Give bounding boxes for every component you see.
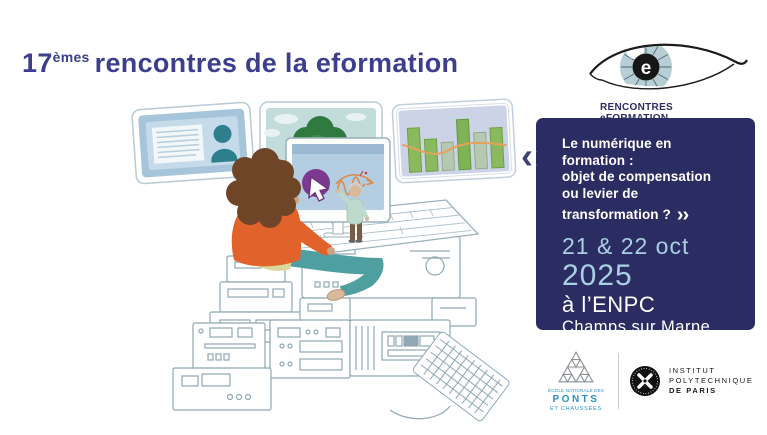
title-number: 17 bbox=[22, 48, 53, 78]
page-title: 17èmes rencontres de la eformation bbox=[22, 48, 458, 79]
event-venue: à l’ENPC bbox=[562, 291, 656, 317]
event-dates: 21 & 22 oct 2025 à l’ENPC Champs sur Mar… bbox=[536, 232, 755, 336]
event-date-year: 2025 bbox=[562, 258, 633, 292]
event-info-panel: ‹‹ Le numérique en formation : objet de … bbox=[521, 118, 755, 335]
event-date-days: 21 & 22 oct bbox=[562, 232, 690, 259]
partner-logos: ÉCOLE NATIONALE DES PONTS ET CHAUSSÉES I… bbox=[540, 344, 756, 418]
ponts-triangle-icon bbox=[558, 350, 594, 383]
title-text: rencontres de la eformation bbox=[94, 48, 459, 78]
title-ordinal: èmes bbox=[52, 49, 90, 65]
ipparis-line-1: INSTITUT bbox=[669, 366, 716, 376]
event-city: Champs sur Marne bbox=[562, 317, 711, 336]
eye-icon: e bbox=[589, 43, 748, 90]
leaning-keyboard-icon bbox=[412, 331, 510, 422]
screen-profile-card bbox=[131, 101, 255, 185]
quote-line: ou levier de bbox=[562, 186, 639, 202]
rencontres-eformation-logo: e RENCONTRES eFORMATION bbox=[586, 34, 750, 128]
enpc-line-2: PONTS bbox=[552, 393, 600, 405]
ipparis-line-3: DE PARIS bbox=[669, 385, 717, 395]
teacher-figure bbox=[335, 182, 369, 243]
event-theme-quote: Le numérique en formation : objet de com… bbox=[536, 118, 755, 228]
profile-person-icon bbox=[211, 124, 238, 163]
ipparis-text: INSTITUT POLYTECHNIQUE DE PARIS bbox=[669, 366, 753, 395]
student-figure bbox=[226, 148, 384, 301]
cursor-icon bbox=[308, 175, 330, 202]
enpc-line-3: ET CHAUSSÉES bbox=[550, 405, 602, 412]
curly-hair bbox=[226, 148, 301, 228]
elearning-illustration bbox=[131, 98, 517, 422]
ipparis-logo: INSTITUT POLYTECHNIQUE DE PARIS bbox=[629, 365, 753, 397]
quote-line: transformation ? ›› bbox=[562, 203, 689, 226]
quote-line: Le numérique en bbox=[562, 136, 672, 151]
close-quote-icon: ›› bbox=[676, 203, 689, 226]
enpc-line-1: ÉCOLE NATIONALE DES bbox=[548, 387, 604, 393]
desktop-monitor bbox=[285, 137, 391, 238]
logo-divider bbox=[618, 353, 619, 409]
open-quote-icon: ‹‹ bbox=[521, 135, 538, 176]
eye-pupil-letter: e bbox=[641, 58, 652, 79]
enpc-logo: ÉCOLE NATIONALE DES PONTS ET CHAUSSÉES bbox=[540, 350, 612, 412]
screen-bar-chart bbox=[391, 98, 517, 184]
brand-line-1: RENCONTRES bbox=[600, 102, 674, 113]
ipparis-seal-icon bbox=[630, 366, 660, 396]
quote-line: formation : bbox=[562, 152, 634, 168]
quote-line: objet de compensation bbox=[562, 169, 712, 185]
ipparis-line-2: POLYTECHNIQUE bbox=[669, 376, 754, 386]
